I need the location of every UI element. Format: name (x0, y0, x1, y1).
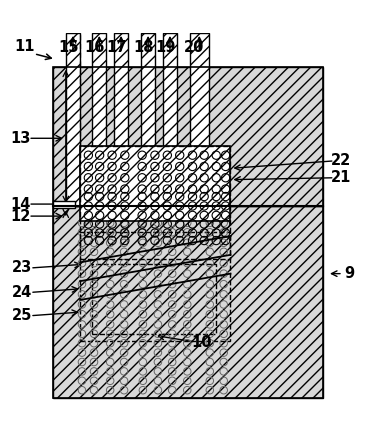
Text: 12: 12 (11, 209, 31, 224)
Text: 21: 21 (331, 170, 352, 185)
Bar (80, 146, 230, 259)
Bar (163, 33, 177, 206)
Bar (114, 33, 128, 206)
Text: 16: 16 (85, 40, 105, 55)
Bar (92, 264, 216, 334)
Text: 25: 25 (12, 308, 32, 323)
Text: 17: 17 (106, 40, 127, 55)
Bar (53, 67, 323, 206)
Bar (92, 33, 106, 206)
Bar (190, 33, 209, 206)
Text: 22: 22 (331, 153, 352, 168)
Bar (53, 206, 323, 398)
Text: 10: 10 (191, 335, 211, 350)
Bar (141, 33, 155, 206)
Text: 20: 20 (184, 40, 204, 55)
Bar (53, 201, 75, 208)
Text: 13: 13 (11, 131, 31, 146)
Text: 15: 15 (58, 40, 79, 55)
Bar (66, 33, 80, 206)
Text: 19: 19 (155, 40, 176, 55)
Bar (80, 232, 230, 341)
Text: 18: 18 (133, 40, 154, 55)
Text: 14: 14 (11, 197, 31, 212)
Text: 11: 11 (14, 38, 35, 53)
Bar (80, 146, 230, 221)
Text: 23: 23 (12, 260, 32, 275)
Bar (53, 67, 323, 398)
Text: 9: 9 (345, 266, 355, 281)
Text: 24: 24 (12, 285, 32, 300)
